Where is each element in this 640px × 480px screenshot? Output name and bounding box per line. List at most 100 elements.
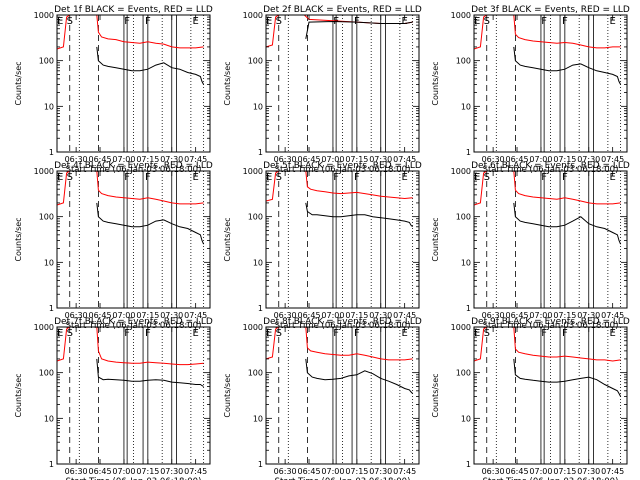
y-tick-label: 1000 bbox=[34, 167, 54, 176]
y-axis-label: Counts/sec bbox=[223, 373, 232, 417]
lld-series-line bbox=[474, 15, 621, 50]
chart-title: Det 9f BLACK = Events, RED = LLD bbox=[471, 317, 630, 327]
y-axis-label: Counts/sec bbox=[223, 217, 232, 261]
event-marker-letter: E bbox=[609, 328, 615, 339]
chart-title: Det 8f BLACK = Events, RED = LLD bbox=[263, 317, 422, 327]
y-tick-label: 1 bbox=[466, 148, 471, 157]
y-tick-label: 1000 bbox=[243, 11, 263, 20]
x-tick-label: 07:15 bbox=[553, 467, 576, 476]
x-tick-label: 07:15 bbox=[136, 155, 159, 164]
event-marker-letter: F bbox=[145, 16, 151, 27]
plot-frame bbox=[265, 170, 420, 309]
lld-series-line bbox=[474, 327, 621, 362]
x-tick-label: 07:00 bbox=[321, 155, 344, 164]
event-marker-letter: F bbox=[541, 172, 547, 183]
event-marker-letter: S bbox=[276, 328, 282, 339]
x-tick-label: 07:45 bbox=[184, 467, 207, 476]
y-axis-label: Counts/sec bbox=[431, 373, 440, 417]
x-tick-label: 07:00 bbox=[321, 467, 344, 476]
y-tick-label: 1 bbox=[258, 148, 263, 157]
x-tick-label: 07:15 bbox=[136, 467, 159, 476]
x-tick-label: 06:45 bbox=[298, 467, 321, 476]
event-marker-letter: E bbox=[609, 16, 615, 27]
x-tick-label: 07:45 bbox=[393, 155, 416, 164]
plot-frame bbox=[56, 170, 211, 309]
event-marker-letter: E bbox=[401, 328, 407, 339]
x-tick-label: 06:30 bbox=[65, 311, 88, 320]
y-tick-label: 1000 bbox=[34, 11, 54, 20]
y-axis-label: Counts/sec bbox=[14, 61, 23, 105]
x-axis-label: Start Time (06-Jan-03 06:18:00) bbox=[483, 321, 619, 331]
y-tick-label: 100 bbox=[248, 57, 263, 66]
x-tick-label: 07:45 bbox=[601, 467, 624, 476]
events-series-line bbox=[305, 20, 413, 39]
event-marker-letter: E bbox=[57, 328, 63, 339]
y-tick-label: 1 bbox=[258, 304, 263, 313]
x-tick-label: 07:00 bbox=[529, 467, 552, 476]
chart-title: Det 7f BLACK = Events, RED = LLD bbox=[54, 317, 213, 327]
y-tick-label: 10 bbox=[461, 258, 471, 267]
event-marker-letter: E bbox=[57, 16, 63, 27]
y-tick-label: 1 bbox=[49, 460, 54, 469]
x-tick-label: 06:45 bbox=[506, 467, 529, 476]
x-tick-label: 06:45 bbox=[506, 311, 529, 320]
x-tick-label: 06:45 bbox=[506, 155, 529, 164]
x-tick-label: 07:45 bbox=[601, 311, 624, 320]
event-marker-letter: F bbox=[124, 172, 130, 183]
event-marker-letter: F bbox=[541, 16, 547, 27]
chart-title: Det 4f BLACK = Events, RED = LLD bbox=[54, 161, 213, 171]
event-marker-letter: S bbox=[276, 172, 282, 183]
plot-frame bbox=[56, 326, 211, 465]
event-marker-letter: S bbox=[67, 16, 73, 27]
x-tick-label: 07:00 bbox=[529, 311, 552, 320]
event-marker-letter: E bbox=[266, 172, 272, 183]
y-tick-label: 10 bbox=[44, 102, 54, 111]
chart-title: Det 5f BLACK = Events, RED = LLD bbox=[263, 161, 422, 171]
y-axis-label: Counts/sec bbox=[223, 61, 232, 105]
event-marker-letter: E bbox=[474, 328, 480, 339]
event-marker-letter: S bbox=[484, 16, 490, 27]
chart-title: Det 3f BLACK = Events, RED = LLD bbox=[471, 5, 630, 15]
x-tick-label: 07:30 bbox=[369, 467, 392, 476]
x-axis-label: Start Time (06-Jan-03 06:18:00) bbox=[483, 165, 619, 175]
x-tick-label: 06:30 bbox=[482, 467, 505, 476]
y-tick-label: 10 bbox=[461, 102, 471, 111]
x-tick-label: 07:00 bbox=[112, 467, 135, 476]
event-marker-letter: E bbox=[57, 172, 63, 183]
x-tick-label: 07:30 bbox=[577, 467, 600, 476]
plot-frame bbox=[265, 326, 420, 465]
y-tick-label: 1000 bbox=[451, 167, 471, 176]
event-marker-letter: F bbox=[562, 172, 568, 183]
x-tick-label: 07:45 bbox=[393, 311, 416, 320]
y-tick-label: 1000 bbox=[34, 323, 54, 332]
event-marker-letter: F bbox=[354, 328, 360, 339]
event-marker-letter: F bbox=[562, 328, 568, 339]
y-tick-label: 1000 bbox=[451, 11, 471, 20]
events-series-line bbox=[96, 202, 205, 245]
event-marker-letter: S bbox=[484, 328, 490, 339]
x-tick-label: 07:30 bbox=[160, 311, 183, 320]
event-marker-letter: F bbox=[333, 328, 339, 339]
y-tick-label: 1 bbox=[258, 460, 263, 469]
event-marker-letter: E bbox=[474, 16, 480, 27]
y-tick-label: 100 bbox=[456, 369, 471, 378]
event-marker-letter: F bbox=[145, 172, 151, 183]
x-tick-label: 07:30 bbox=[369, 155, 392, 164]
y-tick-label: 1000 bbox=[451, 323, 471, 332]
x-tick-label: 06:30 bbox=[274, 311, 297, 320]
events-series-line bbox=[96, 358, 204, 387]
events-series-line bbox=[96, 46, 205, 85]
plot-frame bbox=[56, 14, 211, 153]
event-marker-letter: F bbox=[562, 16, 568, 27]
y-tick-label: 10 bbox=[253, 258, 263, 267]
y-tick-label: 1 bbox=[49, 148, 54, 157]
events-series-line bbox=[305, 358, 413, 394]
x-tick-label: 06:30 bbox=[482, 155, 505, 164]
event-marker-letter: F bbox=[145, 328, 151, 339]
x-tick-label: 07:00 bbox=[529, 155, 552, 164]
y-tick-label: 100 bbox=[39, 213, 54, 222]
